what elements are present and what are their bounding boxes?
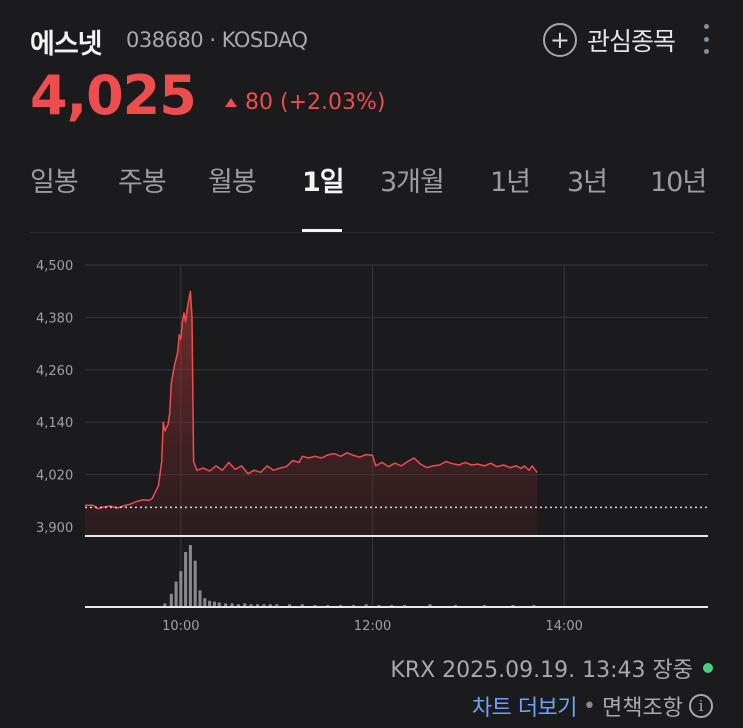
tab-10year[interactable]: 10년 [650,167,707,198]
y-tick-label: 4,380 [36,311,73,326]
price-change-value: 80 (+2.03%) [245,90,386,115]
volume-bar [313,605,317,606]
volume-bar [208,600,212,606]
volume-bar [179,571,183,606]
volume-bar [256,604,259,606]
volume-bar [300,604,304,606]
y-tick-label: 4,140 [36,416,73,431]
stock-header: 에스넷 038680 · KOSDAQ + 관심종목 [30,18,713,66]
volume-bar [193,560,197,606]
volume-bar [288,604,291,606]
current-price: 4,025 [30,64,197,127]
volume-bar [236,604,240,606]
y-tick-label: 4,500 [36,259,73,274]
volume-bar [377,605,381,606]
tab-monthly[interactable]: 월봉 [208,167,257,198]
volume-bar [532,605,536,606]
volume-bar [339,605,343,606]
volume-bar [454,605,458,606]
volume-bar [511,605,515,606]
market-timestamp: KRX 2025.09.19. 13:43 장중 [390,658,693,683]
price-change: 80 (+2.03%) [225,90,385,115]
volume-bar [184,552,188,606]
more-options-icon[interactable] [699,24,713,54]
volume-bar [212,601,216,606]
volume-bar [169,593,173,606]
tab-3year[interactable]: 3년 [567,167,608,198]
intraday-chart[interactable]: 4,500 4,380 4,260 4,140 4,020 3,900 10:00 12:00… [0,240,743,640]
volume-bar [163,603,167,606]
volume-bar [217,602,221,606]
tab-1day[interactable]: 1일 [302,167,345,198]
volume-bar [403,605,406,606]
live-status-dot [703,663,713,673]
volume-bar [428,604,432,606]
price-area [85,291,538,535]
volume-bar [174,581,178,606]
volume-bar [364,604,368,606]
tab-daily[interactable]: 일봉 [30,167,79,198]
active-tab-indicator [302,229,342,232]
timestamp-row: KRX 2025.09.19. 13:43 장중 [390,652,713,684]
volume-bar [390,605,394,606]
stock-code-market: 038680 · KOSDAQ [126,28,308,52]
volume-bar [230,603,234,606]
separator: • [583,693,597,719]
volume-bar [249,604,253,606]
stock-name: 에스넷 [30,29,103,60]
volume-bar [188,545,192,606]
price-line [85,290,538,510]
volume-bar [198,590,202,606]
more-chart-link[interactable]: 차트 더보기 [471,696,578,721]
volume-bar [482,605,486,606]
y-tick-label: 4,260 [36,364,73,379]
tabs-divider [30,232,713,233]
tab-3month[interactable]: 3개월 [380,167,445,198]
up-triangle-icon [225,98,237,107]
volume-bar [326,605,330,606]
volume-bar [262,604,266,606]
period-tabs: 일봉 주봉 월봉 1일 3개월 1년 3년 10년 [30,160,713,232]
volume-bar [351,605,355,606]
x-tick-label: 14:00 [545,619,582,634]
add-watchlist-button[interactable]: + 관심종목 [542,22,676,58]
x-tick-label: 10:00 [162,619,199,634]
disclaimer-link[interactable]: 면책조항 [602,696,683,721]
volume-bar [203,598,207,606]
footer-links: 차트 더보기 • 면책조항 i [472,690,713,722]
volume-bar [275,604,279,606]
volume-bar [243,603,247,606]
info-icon[interactable]: i [689,694,713,718]
x-tick-label: 12:00 [354,619,391,634]
tab-weekly[interactable]: 주봉 [118,167,167,198]
watchlist-label: 관심종목 [586,27,676,56]
y-tick-label: 3,900 [36,521,73,536]
volume-bar [224,603,228,606]
y-tick-label: 4,020 [36,469,73,484]
plus-icon: + [542,23,577,57]
volume-bar [268,604,272,606]
tab-1year[interactable]: 1년 [490,167,531,198]
